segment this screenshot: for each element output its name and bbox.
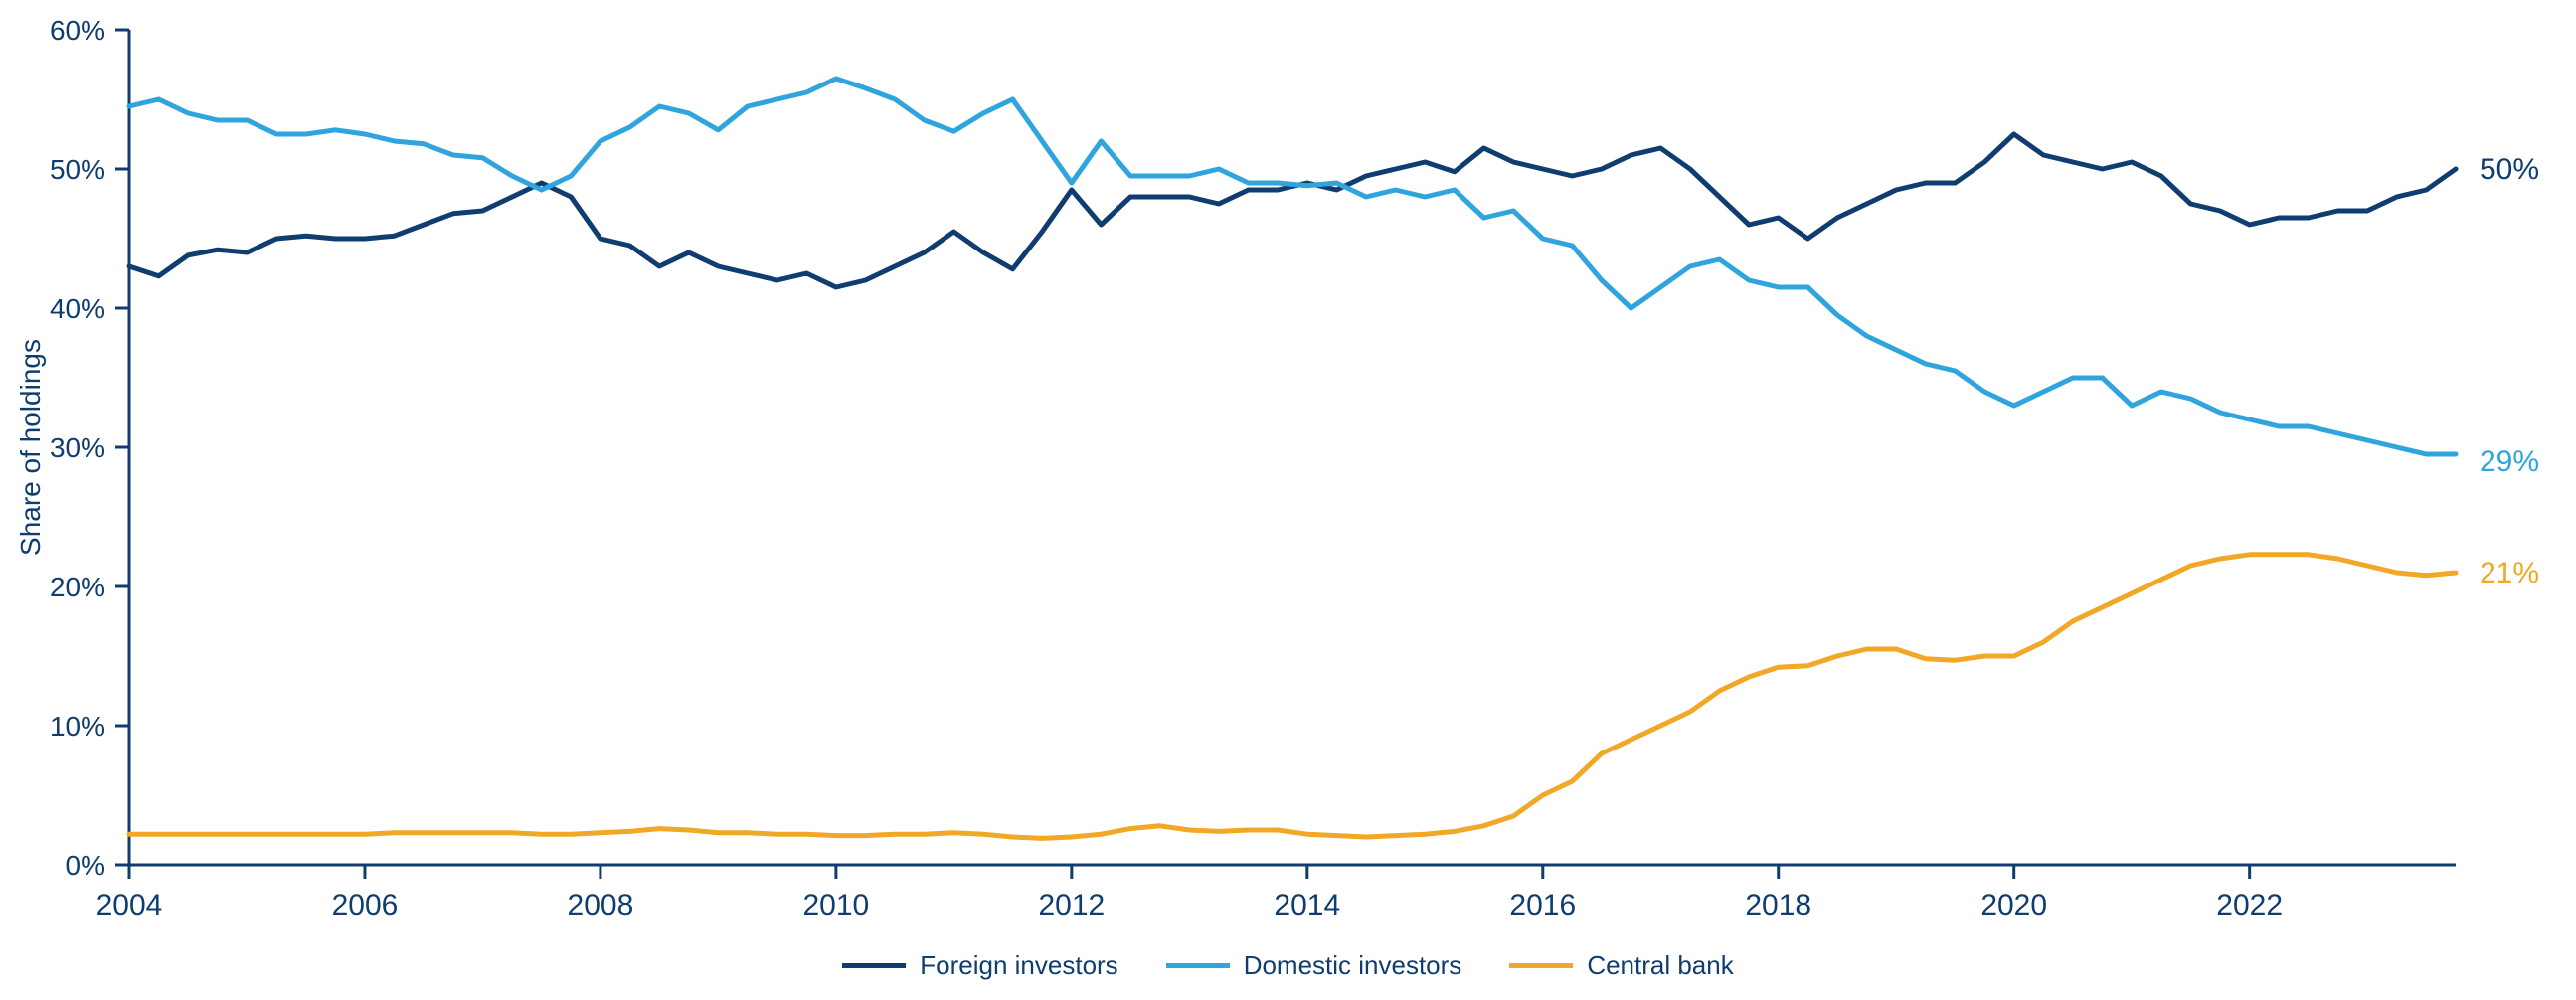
end-value-label: 29%: [2480, 445, 2539, 478]
legend-swatch: [842, 963, 906, 968]
line-chart: 0% 10% 20% 30% 40% 50% 60% Share of holdings 200…: [0, 0, 2576, 1000]
series-line: [129, 79, 2456, 454]
x-tick-label: 2008: [568, 889, 634, 921]
x-tick-label: 2022: [2216, 889, 2283, 921]
x-tick-label: 2018: [1745, 889, 1811, 921]
x-tick-label: 2006: [332, 889, 399, 921]
y-tick-label: 40%: [50, 293, 105, 324]
y-tick-label: 60%: [50, 15, 105, 46]
legend-label: Central bank: [1587, 950, 1733, 981]
chart-canvas: 0% 10% 20% 30% 40% 50% 60% Share of holdings 200…: [0, 0, 2576, 930]
end-value-label: 50%: [2480, 153, 2539, 186]
legend-swatch: [1166, 963, 1230, 968]
legend-label: Domestic investors: [1244, 950, 1462, 981]
x-tick-label: 2012: [1038, 889, 1105, 921]
legend-item: Central bank: [1509, 950, 1733, 981]
series-line: [129, 555, 2456, 839]
y-axis-title: Share of holdings: [15, 339, 46, 556]
y-tick-label: 0%: [66, 850, 105, 881]
legend-item: Foreign investors: [842, 950, 1117, 981]
legend-item: Domestic investors: [1166, 950, 1462, 981]
y-tick-label: 20%: [50, 572, 105, 602]
y-tick-label: 30%: [50, 432, 105, 463]
legend-label: Foreign investors: [920, 950, 1117, 981]
x-tick-label: 2010: [803, 889, 870, 921]
end-value-label: 21%: [2480, 557, 2539, 589]
x-tick-label: 2016: [1509, 889, 1576, 921]
legend: Foreign investors Domestic investors Centr…: [0, 930, 2576, 1000]
y-tick-label: 50%: [50, 154, 105, 185]
y-tick-label: 10%: [50, 711, 105, 742]
x-tick-label: 2020: [1980, 889, 2047, 921]
x-tick-label: 2014: [1274, 889, 1340, 921]
x-tick-label: 2004: [96, 889, 163, 921]
legend-swatch: [1509, 963, 1573, 968]
